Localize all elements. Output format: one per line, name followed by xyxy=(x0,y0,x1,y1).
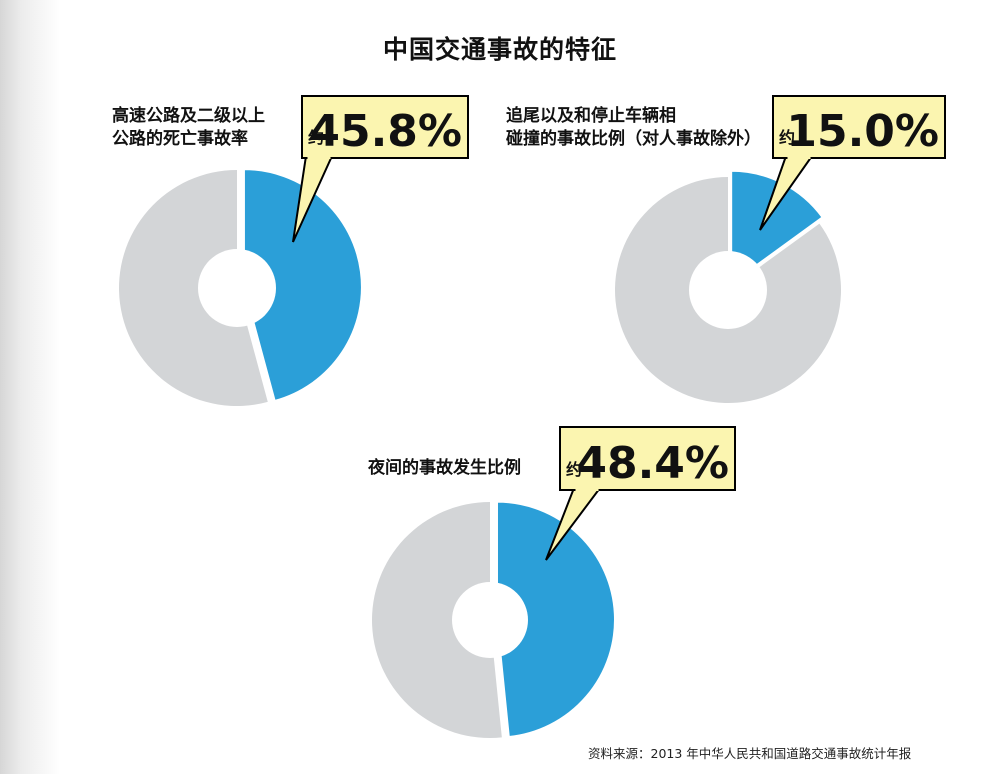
chart-1-hole xyxy=(198,249,276,327)
chart-3-slice-highlight xyxy=(495,500,616,739)
page-title: 中国交通事故的特征 xyxy=(382,35,617,64)
chart-1-slice-other xyxy=(119,170,268,407)
donut-chart-1: 约45.8% xyxy=(119,95,469,407)
chart-3-callout-value: 48.4% xyxy=(576,438,729,489)
chart-2-callout: 约15.0% xyxy=(759,95,946,231)
chart-3-callout: 约48.4% xyxy=(545,426,736,561)
chart-3-caption: 夜间的事故发生比例 xyxy=(368,458,521,478)
source-note: 资料来源：2013 年中华人民共和国道路交通事故统计年报 xyxy=(588,746,912,761)
chart-3-hole xyxy=(452,582,528,658)
chart-3-callout-prefix: 约 xyxy=(566,460,582,479)
chart-1-callout-prefix: 约 xyxy=(308,128,324,147)
page-edge-shadow xyxy=(0,0,60,774)
chart-1-callout: 约45.8% xyxy=(292,95,469,243)
chart-1-caption: 高速公路及二级以上 公路的死亡事故率 xyxy=(112,106,265,149)
chart-1-callout-value: 45.8% xyxy=(309,106,462,157)
chart-2-hole xyxy=(689,251,767,329)
chart-2-caption: 追尾以及和停止车辆相 碰撞的事故比例（对人事故除外） xyxy=(506,106,761,149)
chart-3-slice-other xyxy=(372,502,502,738)
chart-2-callout-prefix: 约 xyxy=(779,128,795,147)
chart-2-callout-value: 15.0% xyxy=(786,106,939,157)
chart-1-slice-highlight xyxy=(242,168,363,403)
donut-chart-2: 约15.0% xyxy=(615,95,946,403)
donut-chart-3: 约48.4% xyxy=(372,426,736,739)
